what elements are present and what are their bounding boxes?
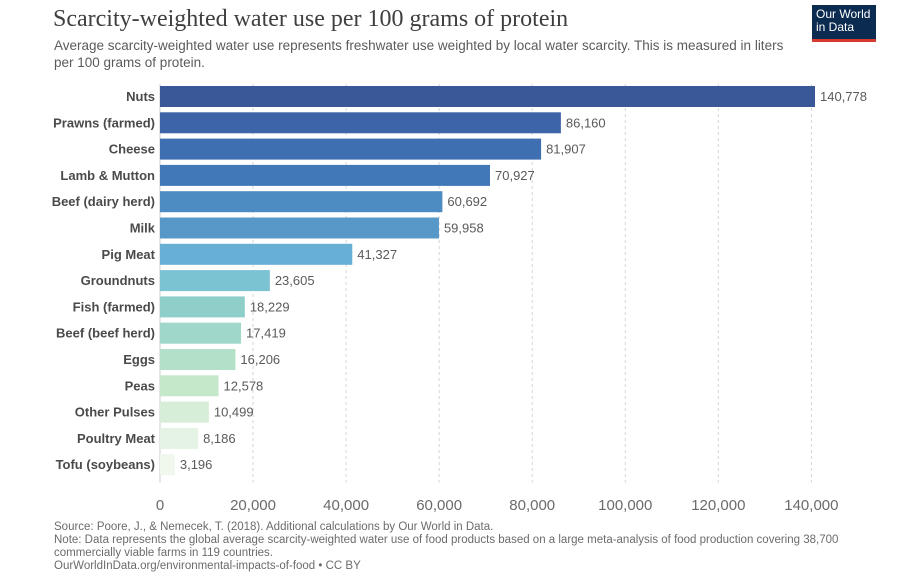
category-label: Nuts — [126, 89, 155, 104]
bar — [160, 243, 353, 265]
category-label: Peas — [125, 378, 155, 393]
data-label: 18,229 — [250, 299, 290, 314]
source-url[interactable]: OurWorldInData.org/environmental-impacts… — [54, 560, 361, 572]
category-label: Pig Meat — [102, 247, 156, 262]
data-label: 23,605 — [275, 273, 315, 288]
category-label: Milk — [130, 221, 156, 236]
bar — [160, 112, 561, 134]
category-label: Beef (dairy herd) — [52, 194, 155, 209]
bar — [160, 270, 270, 292]
category-label: Poultry Meat — [77, 431, 156, 446]
x-tick-label: 40,000 — [323, 497, 369, 514]
logo-line-2: in Data — [816, 20, 855, 34]
x-tick-label: 20,000 — [230, 497, 276, 514]
data-label: 10,499 — [214, 405, 254, 420]
logo-line-1: Our World — [816, 7, 871, 21]
data-label: 41,327 — [357, 247, 397, 262]
bar — [160, 349, 236, 370]
data-label: 70,927 — [495, 168, 535, 183]
owid-logo[interactable]: Our World in Data — [812, 5, 876, 42]
data-label: 140,778 — [820, 89, 867, 104]
bar — [160, 322, 242, 344]
bar — [160, 86, 815, 107]
bar — [160, 375, 219, 397]
data-label: 17,419 — [246, 326, 286, 341]
x-tick-label: 0 — [156, 497, 164, 514]
category-label: Other Pulses — [75, 405, 155, 420]
data-label: 86,160 — [566, 115, 606, 130]
x-tick-label: 80,000 — [509, 497, 555, 514]
data-label: 59,958 — [444, 221, 484, 236]
data-label: 12,578 — [224, 378, 264, 393]
x-tick-label: 140,000 — [784, 497, 838, 514]
x-tick-label: 60,000 — [416, 497, 462, 514]
x-tick-label: 120,000 — [691, 497, 745, 514]
data-label: 3,196 — [180, 457, 213, 472]
data-label: 8,186 — [203, 431, 236, 446]
bar — [160, 401, 209, 423]
category-label: Lamb & Mutton — [60, 168, 155, 183]
category-label: Groundnuts — [81, 273, 155, 288]
category-label: Beef (beef herd) — [56, 326, 155, 341]
bar — [160, 138, 542, 160]
bar — [160, 191, 443, 213]
bar — [160, 454, 175, 476]
chart-title: Scarcity-weighted water use per 100 gram… — [53, 6, 569, 32]
bar — [160, 217, 439, 239]
bar — [160, 164, 491, 186]
bar — [160, 427, 199, 449]
data-label: 16,206 — [240, 352, 280, 367]
chart-subtitle: Average scarcity-weighted water use repr… — [54, 38, 784, 70]
x-tick-label: 100,000 — [598, 497, 652, 514]
category-label: Fish (farmed) — [73, 299, 155, 314]
methodology-note: Note: Data represents the global average… — [54, 534, 839, 559]
data-label: 81,907 — [546, 142, 586, 157]
category-label: Eggs — [123, 352, 155, 367]
category-label: Prawns (farmed) — [53, 115, 155, 130]
chart-footer: Source: Poore, J., & Nemecek, T. (2018).… — [54, 521, 874, 573]
category-label: Tofu (soybeans) — [56, 457, 155, 472]
source-note: Source: Poore, J., & Nemecek, T. (2018).… — [54, 521, 494, 533]
category-label: Cheese — [109, 142, 155, 157]
bar — [160, 296, 245, 318]
data-label: 60,692 — [447, 194, 487, 209]
